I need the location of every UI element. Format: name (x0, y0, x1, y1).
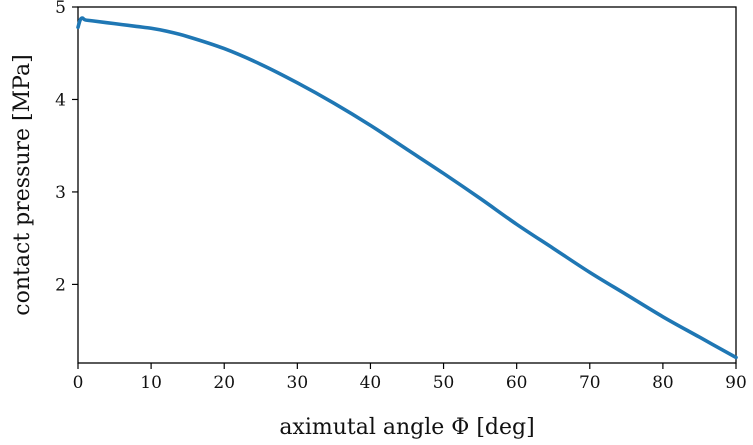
y-axis-label: contact pressure [MPa] (10, 54, 35, 315)
x-axis-label: aximutal angle Φ [deg] (279, 415, 534, 440)
y-tick-label: 5 (55, 0, 66, 18)
y-tick-label: 4 (55, 90, 66, 110)
y-tick-label: 2 (55, 275, 66, 295)
x-tick-label: 50 (433, 373, 455, 393)
x-tick-label: 90 (725, 373, 747, 393)
y-tick-label: 3 (55, 183, 66, 203)
series-line-contact-pressure (76, 16, 738, 360)
x-tick-label: 40 (360, 373, 382, 393)
x-tick-label: 10 (140, 373, 162, 393)
x-tick-label: 20 (213, 373, 235, 393)
x-tick-label: 60 (506, 373, 528, 393)
x-tick-label: 80 (652, 373, 674, 393)
plot-frame (77, 6, 737, 364)
y-axis-ticks: 2 3 4 5 (55, 0, 78, 295)
x-tick-label: 30 (287, 373, 309, 393)
x-tick-label: 0 (73, 373, 84, 393)
x-tick-label: 70 (579, 373, 601, 393)
x-axis-ticks: 0 10 20 30 40 50 60 70 80 90 (73, 363, 747, 393)
